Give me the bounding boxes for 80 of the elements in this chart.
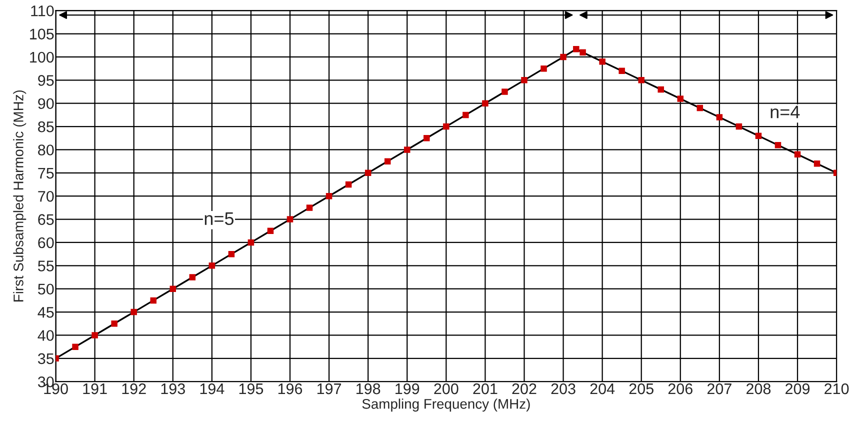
x-tick-label: 195 bbox=[239, 383, 264, 394]
y-tick-label: 85 bbox=[38, 121, 54, 132]
y-tick-label: 75 bbox=[38, 168, 54, 179]
point bbox=[150, 297, 156, 304]
point bbox=[248, 239, 254, 246]
y-tick-label: 70 bbox=[38, 190, 54, 202]
point bbox=[345, 181, 352, 188]
y-tick-label: 35 bbox=[38, 353, 54, 364]
x-tick-label: 196 bbox=[278, 383, 302, 394]
point bbox=[462, 112, 469, 118]
point bbox=[72, 344, 78, 350]
point bbox=[189, 274, 196, 280]
point bbox=[384, 158, 391, 164]
y-tick-label: 110 bbox=[31, 5, 54, 16]
point bbox=[540, 65, 547, 72]
point bbox=[573, 46, 580, 52]
x-tick-label: 209 bbox=[786, 383, 810, 394]
point bbox=[170, 286, 176, 292]
point bbox=[677, 96, 684, 102]
x-tick-label: 191 bbox=[83, 383, 107, 394]
point bbox=[716, 114, 723, 120]
annotation: n=5 bbox=[204, 212, 234, 226]
y-tick-label: 50 bbox=[38, 284, 54, 295]
point bbox=[618, 68, 625, 74]
x-tick-label: 201 bbox=[473, 383, 498, 394]
x-tick-label: 205 bbox=[629, 383, 654, 394]
x-tick-label: 208 bbox=[746, 383, 771, 394]
point bbox=[755, 132, 762, 139]
y-tick-label: 105 bbox=[30, 28, 54, 40]
point bbox=[286, 216, 294, 222]
point bbox=[638, 77, 644, 84]
point bbox=[111, 320, 118, 327]
point bbox=[208, 262, 216, 269]
y-tick-label: 95 bbox=[38, 75, 54, 86]
x-tick-label: 199 bbox=[396, 383, 420, 394]
point bbox=[580, 49, 586, 56]
y-tick-label: 45 bbox=[38, 307, 54, 318]
point bbox=[92, 332, 98, 338]
point bbox=[404, 146, 410, 153]
annotation: n=4 bbox=[770, 106, 800, 118]
point bbox=[130, 308, 137, 316]
x-tick-label: 198 bbox=[356, 383, 380, 394]
x-tick-label: 192 bbox=[122, 383, 146, 394]
point bbox=[599, 58, 606, 65]
point bbox=[658, 86, 664, 93]
x-tick-label: 203 bbox=[551, 383, 576, 394]
y-tick-label: 55 bbox=[38, 260, 54, 272]
x-tick-label: 204 bbox=[590, 383, 615, 394]
point bbox=[502, 88, 508, 95]
x-tick-label: 210 bbox=[824, 383, 849, 394]
y-tick-label: 65 bbox=[38, 214, 54, 225]
point bbox=[306, 204, 313, 211]
point bbox=[482, 100, 488, 106]
x-tick-label: 206 bbox=[668, 383, 692, 394]
point bbox=[560, 54, 566, 60]
point bbox=[364, 170, 372, 176]
x-tick-label: 202 bbox=[512, 383, 536, 394]
point bbox=[774, 142, 782, 148]
point bbox=[521, 77, 528, 84]
y-tick-label: 100 bbox=[30, 52, 54, 63]
point bbox=[228, 250, 235, 258]
point bbox=[696, 104, 704, 112]
point bbox=[267, 228, 274, 234]
point bbox=[736, 123, 742, 130]
x-tick-label: 193 bbox=[161, 383, 185, 394]
x-tick-label: 197 bbox=[317, 383, 342, 394]
y-tick-label: 90 bbox=[38, 98, 54, 110]
y-tick-label: 40 bbox=[38, 330, 54, 341]
x-tick-label: 207 bbox=[707, 383, 732, 394]
point bbox=[424, 135, 430, 142]
y-axis-title: First Subsampled Harmonic (MHz) bbox=[13, 90, 26, 302]
x-tick-label: 194 bbox=[200, 383, 224, 394]
x-axis-title: Sampling Frequency (MHz) bbox=[362, 398, 530, 412]
point bbox=[443, 123, 450, 130]
point bbox=[794, 151, 801, 158]
y-tick-label: 80 bbox=[38, 144, 54, 156]
y-tick-label: 60 bbox=[38, 237, 54, 248]
point bbox=[814, 160, 820, 167]
x-tick-label: 200 bbox=[434, 383, 458, 394]
point bbox=[326, 192, 332, 200]
